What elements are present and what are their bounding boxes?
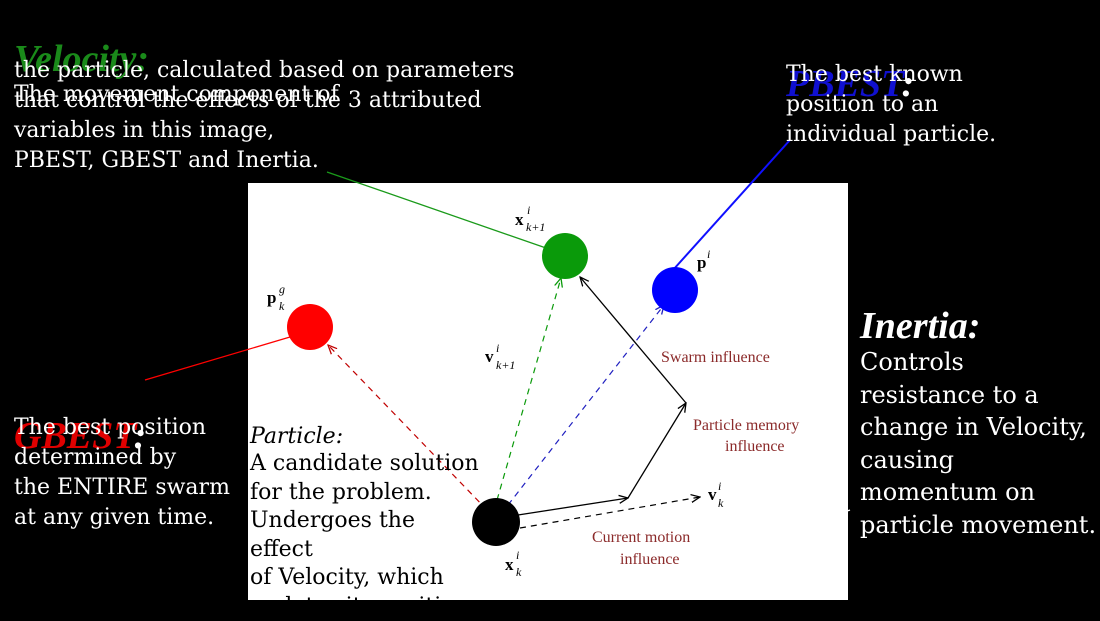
particle-description: A candidate solution for the problem. Un… <box>250 451 479 619</box>
inertia-heading: Inertia: <box>860 305 981 347</box>
swarm-influence-label: Swarm influence <box>661 349 770 366</box>
velocity-annotation: Velocity: The movement component of <box>14 14 554 110</box>
x-next-sub: k+1 <box>526 220 545 234</box>
p-g-sub: k <box>279 299 285 313</box>
memory-component-arrow <box>627 403 686 499</box>
x-k-symbol: x <box>505 555 514 574</box>
v-next-symbol: v <box>485 347 494 366</box>
next-position-node <box>542 233 588 279</box>
x-next-symbol: x <box>515 210 524 229</box>
v-k-symbol: v <box>708 485 717 504</box>
x-k-sup: i <box>516 548 519 562</box>
p-g-symbol: p <box>267 288 276 307</box>
x-next-sup: i <box>527 203 530 217</box>
particle-heading: Particle: <box>250 424 344 449</box>
gbest-heading: GBEST <box>14 415 134 457</box>
pbest-annotation: PBEST: <box>786 18 914 112</box>
velocity-line1: The movement component of <box>14 82 339 107</box>
pbest-heading: PBEST <box>786 63 902 105</box>
particle-memory-label: Particle memory <box>693 417 799 434</box>
particle-node <box>472 498 520 546</box>
gbest-colon: : <box>133 415 147 457</box>
pbest-vector <box>507 305 664 506</box>
v-next-sub: k+1 <box>496 358 515 372</box>
gbest-vector <box>328 345 488 511</box>
swarm-component-arrow <box>580 277 687 404</box>
pbest-callout-line <box>672 139 791 271</box>
pbest-colon: : <box>901 63 915 105</box>
inertia-description: Controls resistance to a change in Veloc… <box>860 348 1097 539</box>
gbest-callout-line <box>144 336 291 381</box>
velocity-callout-line <box>326 171 547 249</box>
pbest-description: The best known position to an individual… <box>786 62 997 147</box>
pso-diagram: Swarm influence Particle memory influenc… <box>144 139 851 579</box>
gbest-description: The best position determined by the ENTI… <box>14 415 230 530</box>
current-motion-vector <box>519 497 700 529</box>
v-k-sub: k <box>718 496 724 510</box>
p-i-symbol: p <box>697 253 706 272</box>
x-k-sub: k <box>516 565 522 579</box>
current-motion-label: Current motion <box>592 529 690 546</box>
velocity-description: the particle, calculated based on parame… <box>14 58 515 173</box>
gbest-annotation: GBEST: <box>14 370 146 464</box>
velocity-vector <box>496 278 561 501</box>
inertia-arrowhead-icon <box>726 539 747 556</box>
motion-component-arrow <box>517 498 628 516</box>
p-g-sup: g <box>279 282 285 296</box>
v-next-sup: i <box>496 341 499 355</box>
v-k-sup: i <box>718 479 721 493</box>
pbest-node <box>652 267 698 313</box>
inertia-callout-arrow <box>727 509 851 554</box>
gbest-node <box>287 304 333 350</box>
velocity-heading: Velocity: <box>14 38 150 80</box>
p-i-sup: i <box>707 247 710 261</box>
particle-memory-label-2: influence <box>725 438 785 455</box>
current-motion-label-2: influence <box>620 551 680 568</box>
